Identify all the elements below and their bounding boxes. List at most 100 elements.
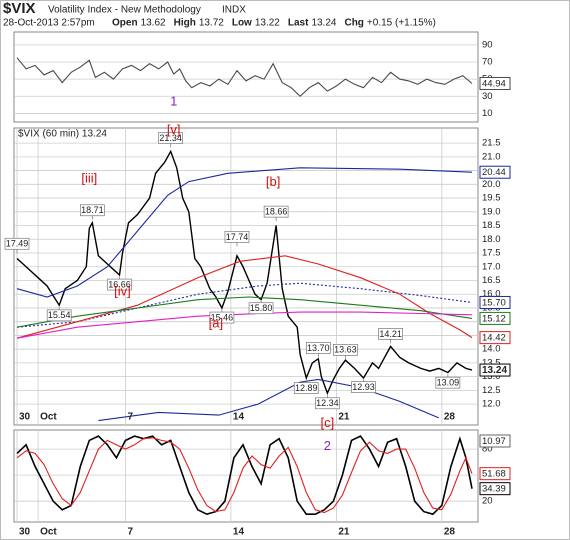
price-label: 14.21	[379, 329, 402, 339]
value-tag-label: 44.94	[482, 78, 506, 89]
y-tick-label: 17.0	[482, 261, 501, 272]
y-tick-label: 19.5	[482, 193, 501, 204]
x-tick-label: Oct	[40, 412, 57, 423]
value-tag	[479, 482, 511, 496]
header-value: 13.72	[199, 18, 224, 29]
y-tick-label: 16.0	[482, 289, 501, 300]
price-label: 17.74	[226, 232, 249, 242]
x-tick-label: 7	[127, 527, 133, 538]
header-label: Chg	[344, 18, 363, 29]
x-tick-label: Oct	[40, 527, 57, 538]
header-value: +0.15 (+1.15%)	[367, 18, 436, 29]
symbol: $VIX	[3, 0, 36, 17]
name: Volatility Index - New Methodology	[48, 5, 201, 16]
price-label: 13.63	[334, 345, 357, 355]
header-label: Low	[232, 18, 252, 29]
x-tick-label: 7	[127, 412, 133, 423]
series-line	[16, 255, 473, 339]
value-tag	[479, 331, 511, 345]
value-tag-label: 13.24	[482, 365, 507, 376]
value-tag	[479, 467, 511, 481]
series-line	[16, 296, 473, 328]
y-tick-label: 20	[482, 496, 493, 507]
y-tick-label: 70	[482, 57, 493, 68]
y-tick-label: 17.5	[482, 248, 501, 259]
y-tick-label: 12.5	[482, 385, 501, 396]
x-tick-label: 14	[233, 412, 245, 423]
price-label: 12.93	[352, 382, 375, 392]
value-tag	[479, 165, 511, 179]
panel	[13, 31, 479, 123]
price-label: 18.66	[265, 207, 288, 217]
price-label: 13.70	[307, 343, 330, 353]
y-tick-label: 14.0	[482, 344, 501, 355]
y-tick-label: 10	[482, 108, 493, 119]
price-label: 12.34	[316, 398, 339, 408]
header-label: Last	[288, 18, 309, 29]
x-tick-label: 21	[338, 412, 350, 423]
y-tick-label: 18.5	[482, 220, 501, 231]
header-label: Open	[112, 18, 138, 29]
x-tick-label: 30	[19, 412, 31, 423]
x-tick-label: 28	[444, 527, 456, 538]
series-line	[16, 437, 473, 514]
y-tick-label: 21.0	[482, 151, 501, 162]
series-line	[16, 57, 473, 98]
y-tick-label: 12.0	[482, 399, 501, 410]
value-tag	[479, 434, 511, 448]
y-tick-label: 13.0	[482, 371, 501, 382]
price-label: 12.89	[295, 383, 318, 393]
y-tick-label: 90	[482, 39, 493, 50]
header-value: 13.62	[141, 18, 166, 29]
value-tag	[479, 295, 511, 309]
wave-label: [iii]	[81, 170, 97, 185]
value-tag-label: 15.70	[482, 297, 506, 308]
x-tick-label: 21	[338, 527, 350, 538]
price-label: 15.80	[250, 303, 273, 313]
price-label: 15.46	[211, 312, 234, 322]
value-tag-label: 34.39	[482, 484, 506, 495]
price-label: 13.09	[437, 378, 460, 388]
wave-label: 2	[324, 438, 331, 453]
wave-label: 1	[170, 94, 177, 109]
exchange: INDX	[222, 5, 246, 16]
wave-label: [v]	[167, 122, 181, 137]
header-value: 13.22	[255, 18, 280, 29]
price-label: 21.34	[159, 133, 182, 143]
value-tag-label: 20.44	[482, 167, 506, 178]
price-label: 15.54	[48, 310, 71, 320]
price-label: 18.71	[81, 205, 104, 215]
wave-label: [iv]	[114, 284, 131, 299]
y-tick-label: 30	[482, 91, 493, 102]
series-line	[16, 435, 473, 516]
x-tick-label: 28	[444, 412, 456, 423]
value-tag	[479, 311, 511, 325]
series-line	[16, 149, 473, 395]
value-tag-label: 10.97	[482, 436, 506, 447]
date: 28-Oct-2013 2:57pm	[3, 18, 95, 29]
y-tick-label: 13.5	[482, 357, 501, 368]
wave-label: [c]	[320, 415, 334, 430]
header-value: 13.24	[311, 18, 336, 29]
y-tick-label: 19.0	[482, 206, 501, 217]
x-tick-label: 30	[19, 527, 31, 538]
wave-label: [a]	[209, 316, 223, 331]
wave-label: [b]	[266, 174, 280, 189]
y-tick-label: 16.5	[482, 275, 501, 286]
value-tag-label: 51.68	[482, 469, 506, 480]
y-tick-label: 20.0	[482, 179, 501, 190]
series-line	[16, 167, 473, 298]
series-line	[16, 282, 473, 328]
series-line	[98, 378, 440, 422]
y-tick-label: 80	[482, 444, 493, 455]
price-label: 16.66	[108, 279, 131, 289]
value-tag-label: 15.12	[482, 313, 506, 324]
legend: $VIX (60 min) 13.24	[18, 129, 107, 140]
panel	[13, 429, 479, 523]
y-tick-label: 18.0	[482, 234, 501, 245]
header-label: High	[174, 18, 196, 29]
value-tag	[479, 76, 511, 90]
price-label: 17.49	[6, 239, 29, 249]
y-tick-label: 21.5	[482, 138, 501, 149]
